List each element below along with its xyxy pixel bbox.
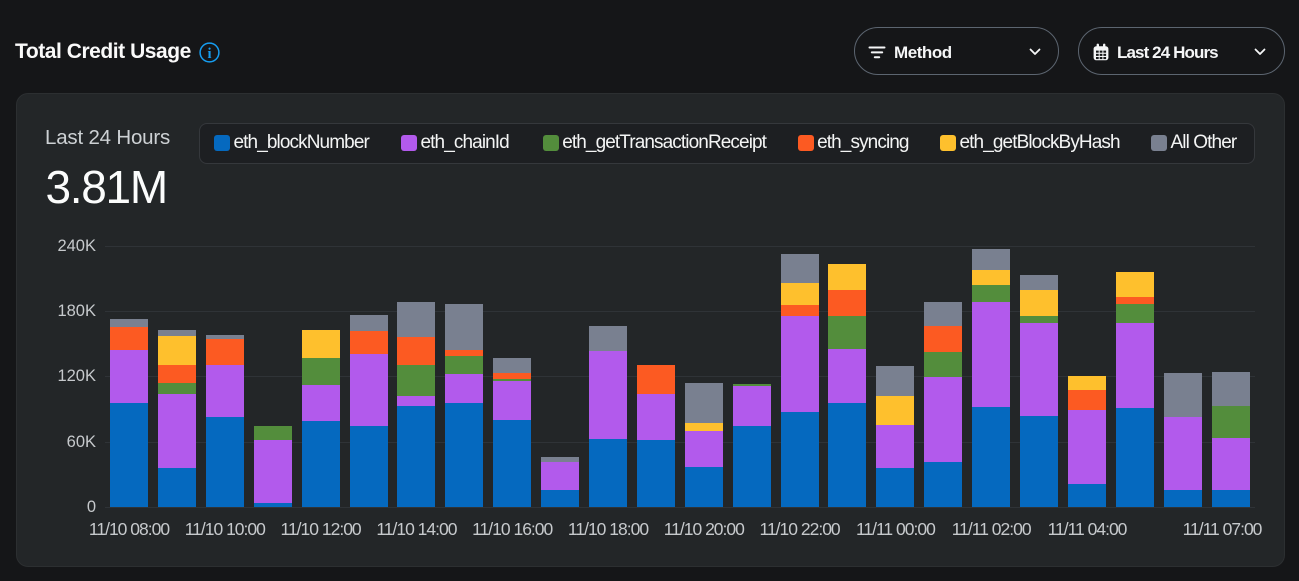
svg-text:i: i: [207, 45, 211, 61]
